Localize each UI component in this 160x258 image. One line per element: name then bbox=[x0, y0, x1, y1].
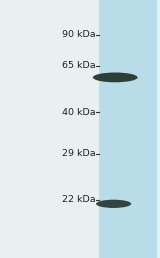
Ellipse shape bbox=[96, 200, 131, 208]
Bar bbox=[99, 0, 157, 258]
Text: 65 kDa: 65 kDa bbox=[62, 61, 95, 70]
Text: 90 kDa: 90 kDa bbox=[62, 30, 95, 39]
Text: 29 kDa: 29 kDa bbox=[62, 149, 95, 158]
Text: 40 kDa: 40 kDa bbox=[62, 108, 95, 117]
Ellipse shape bbox=[93, 72, 138, 82]
Text: 22 kDa: 22 kDa bbox=[62, 196, 95, 204]
